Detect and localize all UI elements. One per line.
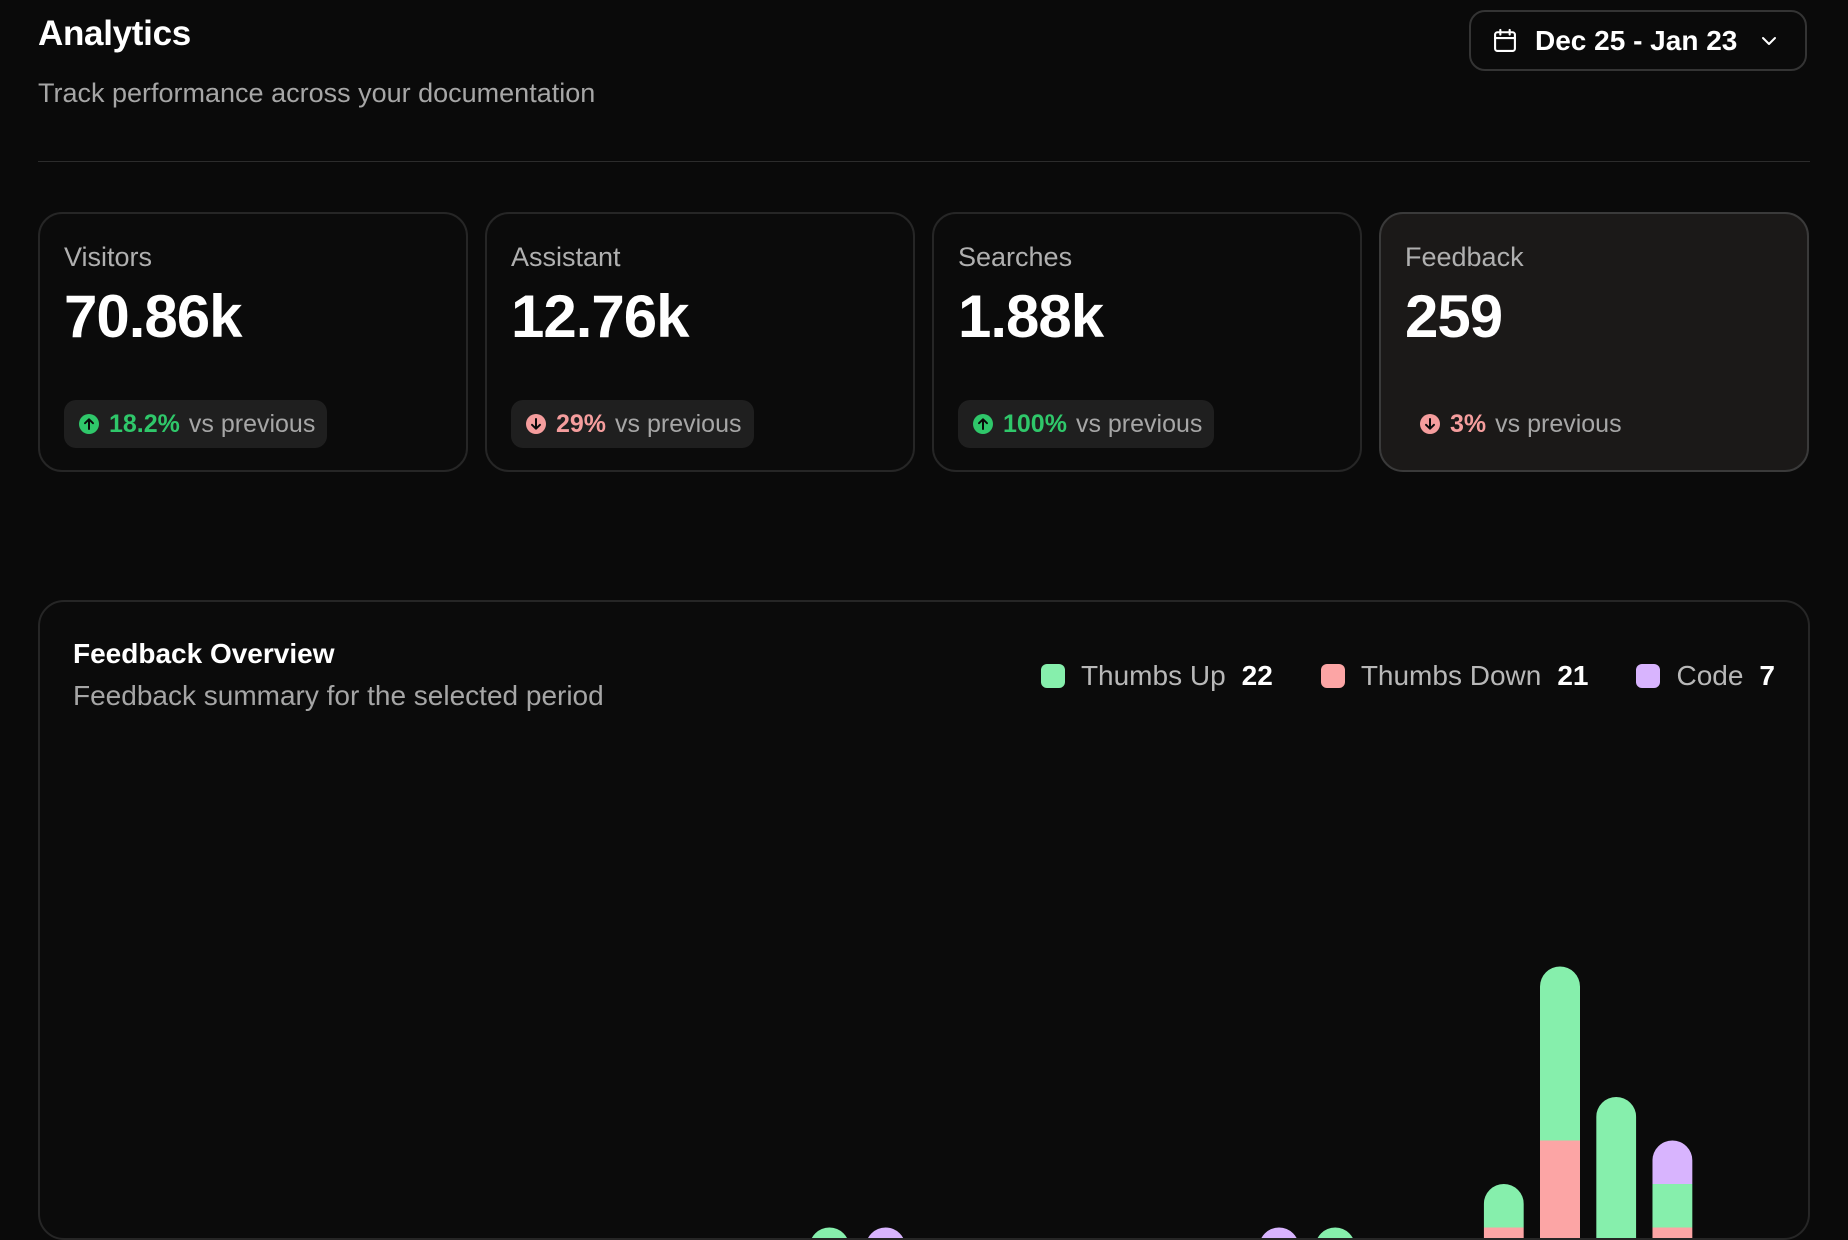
stat-value: 259 [1405, 282, 1502, 351]
bar-segment-thumbs-up[interactable] [1652, 1184, 1692, 1228]
stat-delta-value: 29% [556, 410, 606, 439]
stat-delta-suffix: vs previous [615, 410, 741, 439]
bar-segment-thumbs-up[interactable] [1315, 1228, 1355, 1240]
stat-value: 12.76k [511, 282, 689, 351]
bar-segment-thumbs-down[interactable] [1540, 1141, 1580, 1240]
stat-delta-badge: 18.2% vs previous [64, 400, 327, 448]
bar-segment-code[interactable] [1652, 1141, 1692, 1185]
stat-value: 1.88k [958, 282, 1103, 351]
bar-stack[interactable] [809, 1228, 849, 1240]
stat-label: Assistant [511, 242, 621, 273]
bar-segment-thumbs-up[interactable] [1596, 1097, 1636, 1240]
stat-card-assistant[interactable]: Assistant 12.76k 29% vs previous [485, 212, 915, 472]
stat-label: Visitors [64, 242, 152, 273]
calendar-icon [1491, 27, 1519, 55]
stat-delta-suffix: vs previous [189, 410, 315, 439]
page-subtitle: Track performance across your documentat… [38, 78, 595, 109]
arrow-down-circle-icon [525, 413, 547, 435]
arrow-down-circle-icon [1419, 413, 1441, 435]
bar-segment-code[interactable] [1259, 1228, 1299, 1240]
bar-stack[interactable] [1315, 1228, 1355, 1240]
bar-stack[interactable] [1259, 1228, 1299, 1240]
stat-value: 70.86k [64, 282, 242, 351]
feedback-overview-card: Feedback Overview Feedback summary for t… [38, 600, 1810, 1240]
bar-segment-thumbs-up[interactable] [1484, 1184, 1524, 1228]
bar-stack[interactable] [1652, 1141, 1692, 1240]
stat-delta-suffix: vs previous [1495, 410, 1621, 439]
stat-delta-value: 3% [1450, 410, 1486, 439]
stat-delta-value: 100% [1003, 410, 1067, 439]
bar-segment-thumbs-up[interactable] [809, 1228, 849, 1240]
bar-stack[interactable] [1540, 967, 1580, 1240]
page-title: Analytics [38, 14, 191, 54]
chevron-down-icon [1757, 29, 1781, 53]
bar-segment-code[interactable] [866, 1228, 906, 1240]
bar-segment-thumbs-down[interactable] [1652, 1228, 1692, 1240]
stat-delta-suffix: vs previous [1076, 410, 1202, 439]
feedback-bar-chart [40, 602, 1810, 1240]
stat-delta-badge: 3% vs previous [1405, 400, 1634, 448]
stat-label: Feedback [1405, 242, 1524, 273]
header-divider [38, 161, 1810, 162]
stat-card-searches[interactable]: Searches 1.88k 100% vs previous [932, 212, 1362, 472]
bar-stack[interactable] [1484, 1184, 1524, 1240]
stat-card-feedback[interactable]: Feedback 259 3% vs previous [1379, 212, 1809, 472]
arrow-up-circle-icon [972, 413, 994, 435]
stat-delta-value: 18.2% [109, 410, 180, 439]
bar-segment-thumbs-down[interactable] [1484, 1228, 1524, 1240]
stat-card-visitors[interactable]: Visitors 70.86k 18.2% vs previous [38, 212, 468, 472]
arrow-up-circle-icon [78, 413, 100, 435]
stat-delta-badge: 100% vs previous [958, 400, 1214, 448]
stat-delta-badge: 29% vs previous [511, 400, 754, 448]
date-range-label: Dec 25 - Jan 23 [1535, 25, 1757, 57]
stat-label: Searches [958, 242, 1072, 273]
bar-stack[interactable] [1596, 1097, 1636, 1240]
bar-stack[interactable] [866, 1228, 906, 1240]
bar-segment-thumbs-up[interactable] [1540, 967, 1580, 1141]
date-range-picker[interactable]: Dec 25 - Jan 23 [1469, 10, 1807, 71]
